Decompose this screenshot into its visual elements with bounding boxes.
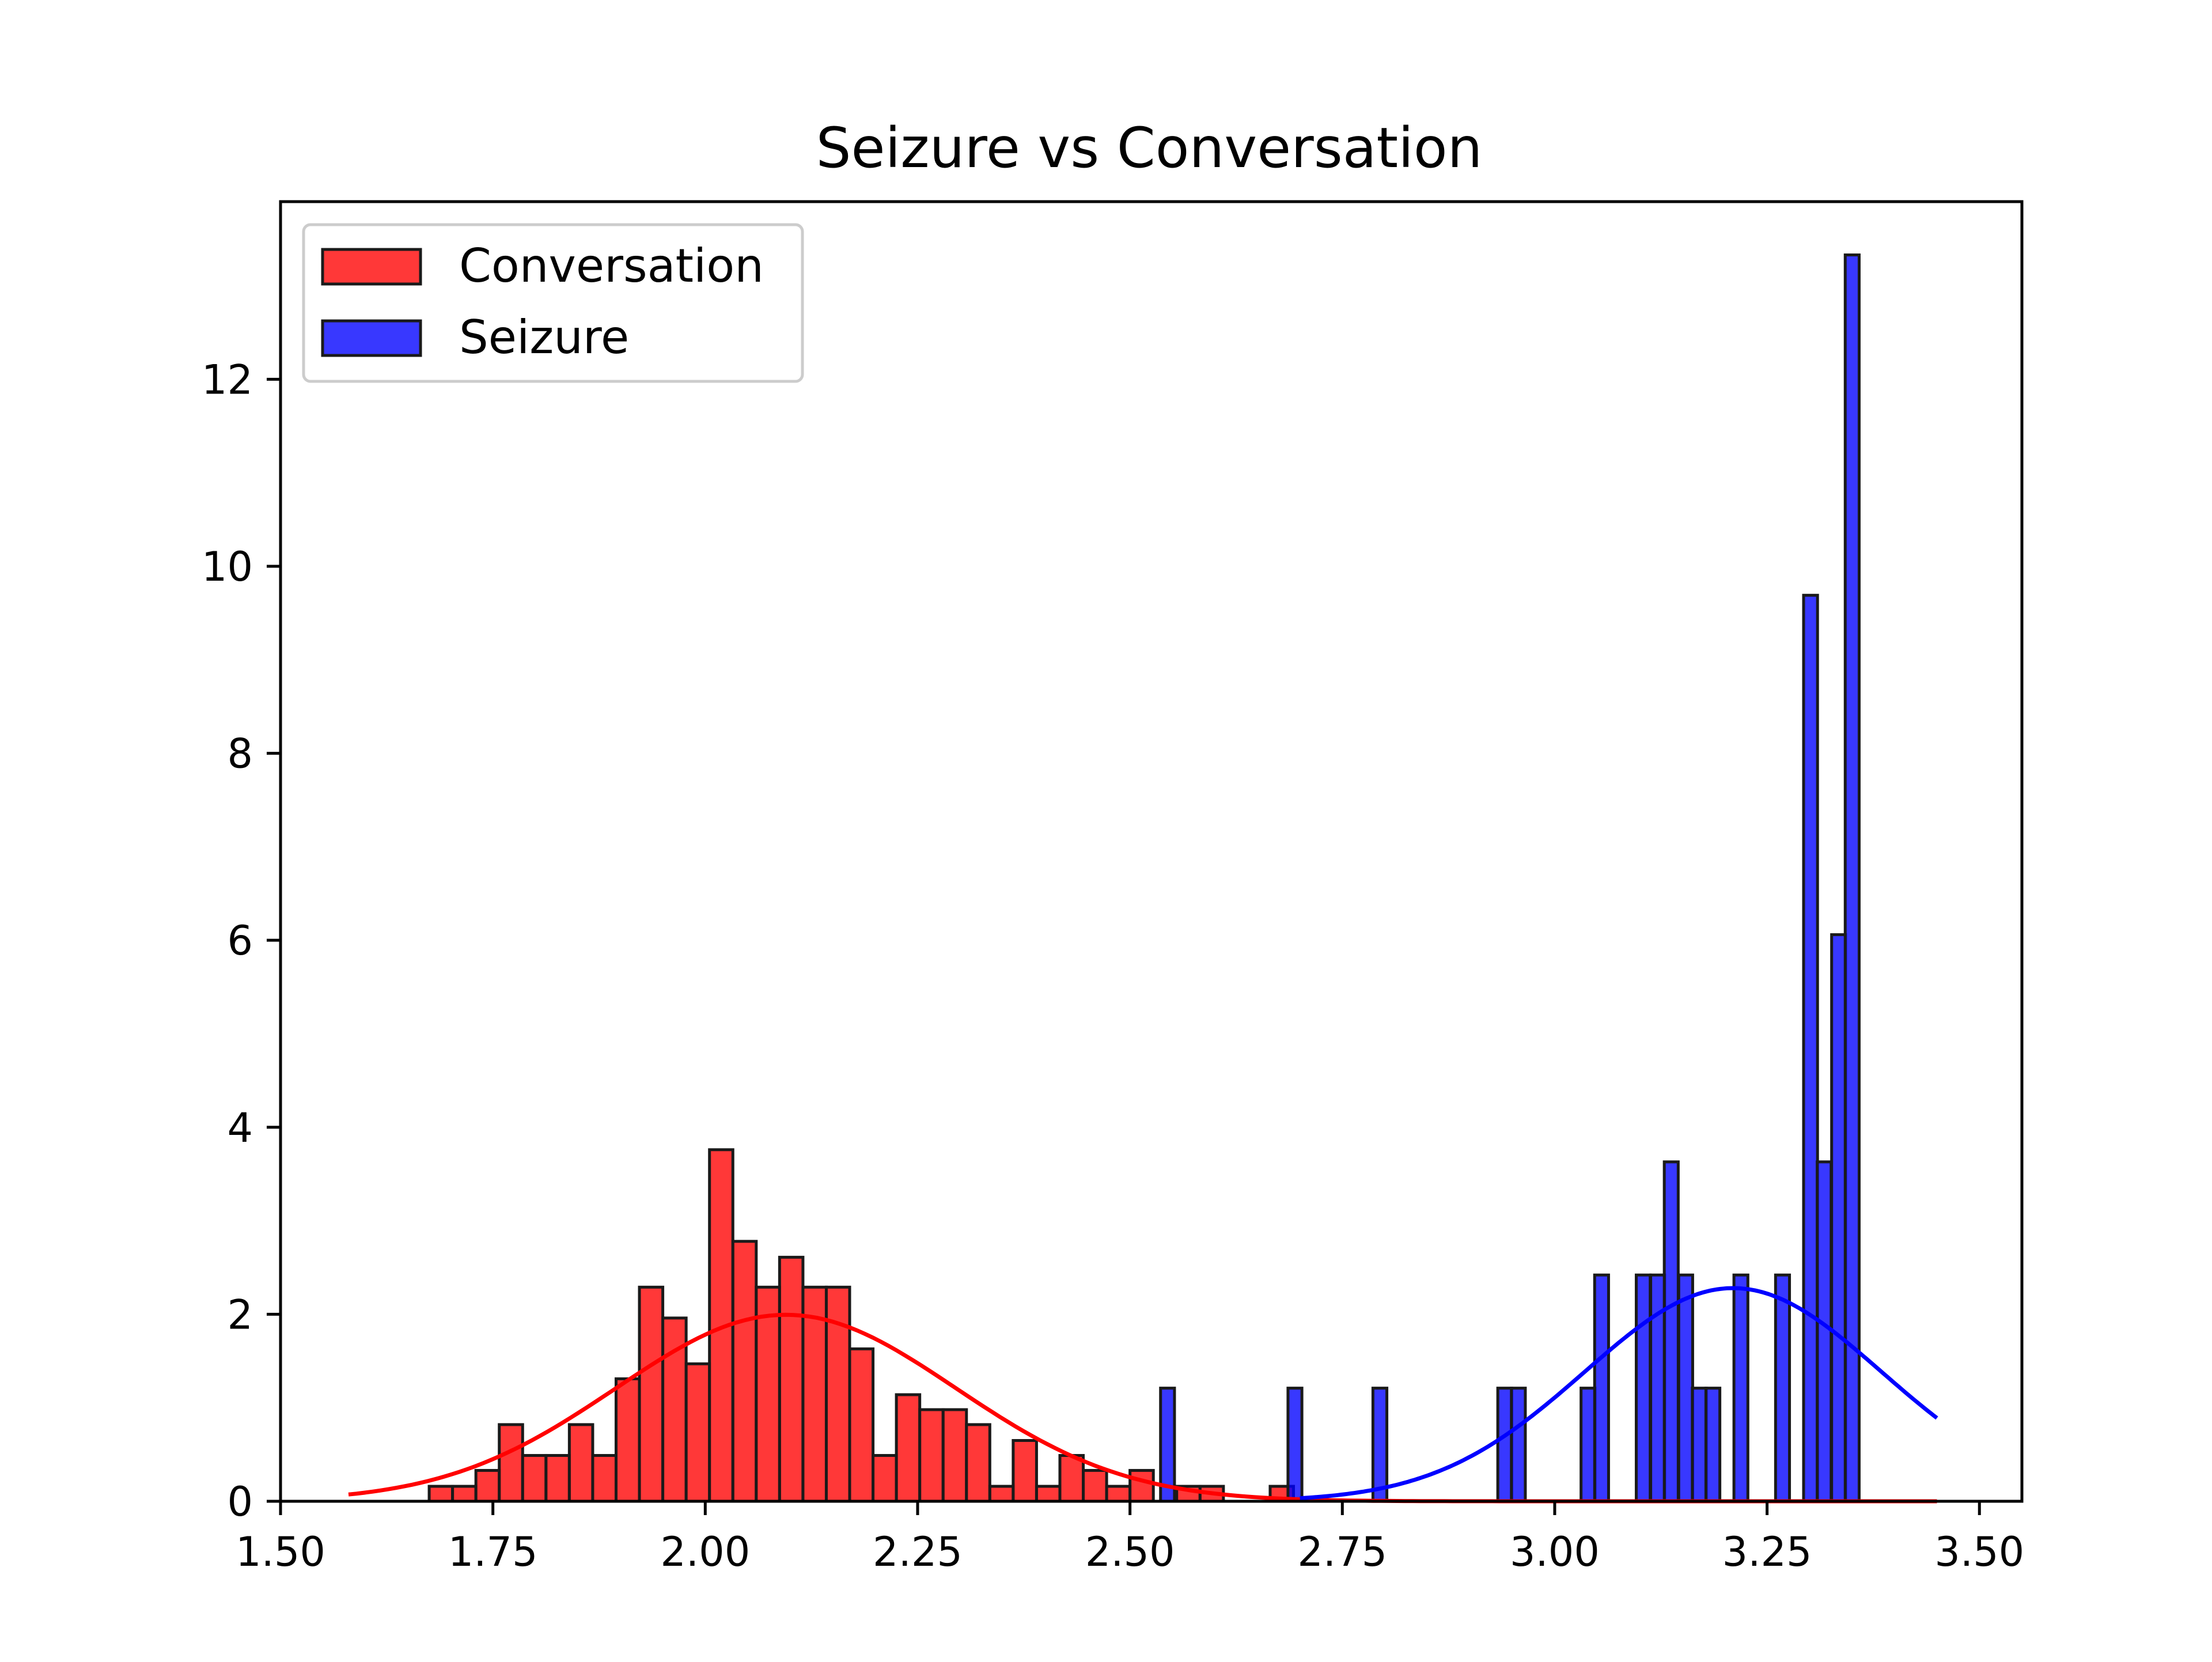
conversation-bar	[544, 1453, 571, 1503]
seizure-bar	[1843, 253, 1861, 1503]
seizure-bar	[1510, 1387, 1527, 1503]
seizure-bar	[1704, 1387, 1722, 1503]
seizure-bar	[1371, 1387, 1389, 1503]
conversation-bar	[451, 1485, 478, 1503]
y-tick-label: 4	[227, 1104, 253, 1152]
conversation-bar	[614, 1377, 641, 1503]
seizure-bar	[1816, 1160, 1833, 1503]
x-tick-label: 2.50	[1085, 1528, 1175, 1576]
conversation-bar	[567, 1423, 594, 1503]
seizure-fit-curve	[1300, 1286, 1938, 1501]
y-tick-label: 2	[227, 1291, 253, 1338]
legend-label-conversation: Conversation	[459, 239, 764, 293]
conversation-bar	[872, 1453, 898, 1503]
seizure-bar	[1691, 1387, 1708, 1503]
y-tick-label: 8	[227, 730, 253, 778]
conversation-bar	[1012, 1439, 1038, 1503]
conversation-bar	[427, 1485, 454, 1503]
y-tick-label: 0	[227, 1478, 253, 1525]
seizure-bar	[1286, 1387, 1304, 1503]
legend-box	[302, 223, 804, 383]
conversation-bar	[965, 1423, 991, 1503]
conversation-bar	[988, 1485, 1015, 1503]
conversation-bar	[1082, 1468, 1108, 1503]
conversation-bar	[521, 1453, 548, 1503]
x-tick-label: 3.50	[1934, 1528, 2024, 1576]
seizure-bar	[1830, 933, 1847, 1503]
seizure-bar	[1580, 1387, 1597, 1503]
x-tick-label: 3.25	[1722, 1528, 1812, 1576]
conversation-bar	[755, 1285, 781, 1503]
conversation-bar	[1128, 1468, 1155, 1503]
seizure-bar	[1677, 1273, 1694, 1503]
x-tick-label: 1.75	[448, 1528, 538, 1576]
seizure-bar	[1496, 1387, 1513, 1503]
x-tick-label: 1.50	[236, 1528, 325, 1576]
conversation-bar	[474, 1468, 501, 1503]
conversation-bar	[848, 1347, 875, 1503]
y-tick-label: 6	[227, 917, 253, 964]
x-tick-label: 2.25	[873, 1528, 963, 1576]
seizure-bar	[1635, 1273, 1652, 1503]
plot-area	[348, 253, 1938, 1504]
conversation-bar	[895, 1393, 922, 1503]
seizure-bar	[1662, 1160, 1680, 1503]
conversation-bar	[918, 1408, 945, 1503]
y-tick-label: 10	[202, 543, 253, 590]
conversation-bar	[1105, 1485, 1132, 1503]
conversation-bar	[498, 1423, 524, 1503]
conversation-bar	[1035, 1485, 1062, 1503]
conversation-bar	[941, 1408, 968, 1503]
conversation-bar	[731, 1240, 758, 1503]
axes-frame	[279, 200, 2024, 1503]
conversation-bar	[684, 1362, 711, 1503]
conversation-bar	[778, 1255, 805, 1503]
legend: Conversation Seizure	[302, 223, 804, 383]
x-tick-label: 2.00	[660, 1528, 750, 1576]
x-tick-label: 3.00	[1510, 1528, 1600, 1576]
conversation-bar	[801, 1285, 828, 1503]
axes: 1.50 1.75 2.00 2.25 2.50 2.75 3.00 3.25 3.50 0 2 4 6…	[202, 200, 2024, 1576]
seizure-bar	[1732, 1273, 1749, 1503]
chart-title: Seizure vs Conversation	[816, 116, 1483, 180]
seizure-bar	[1802, 593, 1819, 1503]
legend-label-seizure: Seizure	[459, 311, 629, 364]
conversation-bar	[1058, 1453, 1085, 1503]
seizure-bar	[1593, 1273, 1610, 1503]
y-tick-label: 12	[202, 356, 253, 403]
x-tick-label: 2.75	[1297, 1528, 1387, 1576]
legend-swatch-conversation	[321, 248, 422, 286]
conversation-bar	[591, 1453, 618, 1503]
seizure-bar	[1774, 1273, 1791, 1503]
conversation-bar	[638, 1285, 665, 1503]
legend-swatch-seizure	[321, 319, 422, 357]
